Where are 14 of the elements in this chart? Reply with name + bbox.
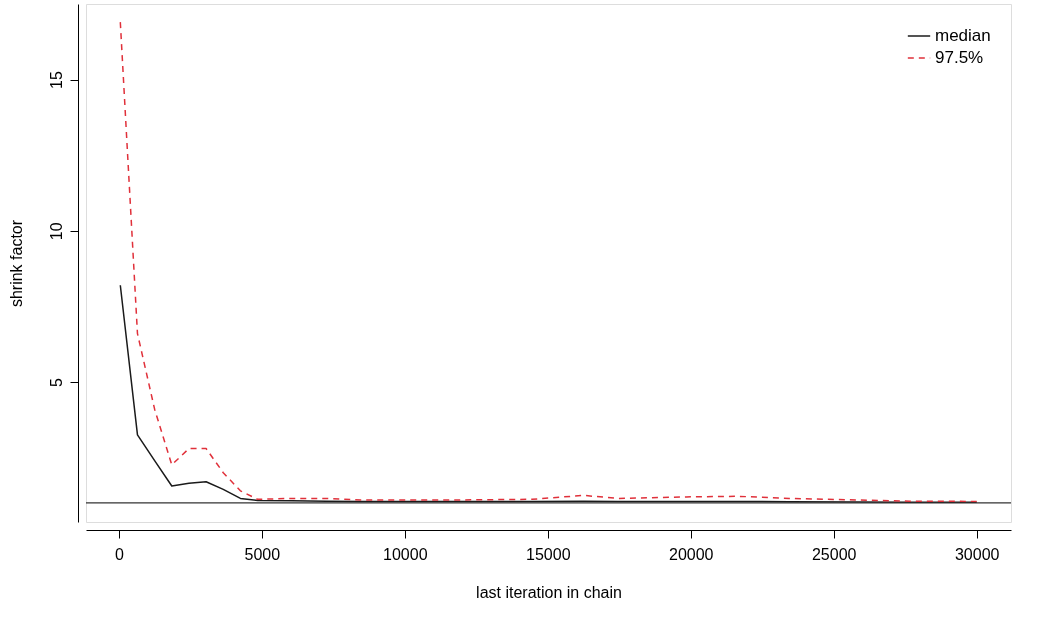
y-tick-label: 10 [47, 222, 65, 241]
y-tick-label: 5 [47, 377, 65, 387]
x-axis-title: last iteration in chain [476, 583, 622, 601]
y-axis-title: shrink factor [7, 219, 25, 308]
x-tick-label: 0 [114, 545, 124, 563]
x-tick-label: 15000 [526, 545, 571, 563]
x-tick-label: 20000 [669, 545, 714, 563]
y-tick-label: 15 [47, 71, 65, 89]
x-tick-label: 5000 [244, 545, 281, 563]
x-tick-label: 10000 [383, 545, 428, 563]
x-tick-label: 30000 [954, 545, 1000, 563]
legend-label: median [935, 26, 991, 45]
legend-label: 97.5% [935, 48, 984, 67]
x-tick-label: 25000 [811, 545, 857, 563]
